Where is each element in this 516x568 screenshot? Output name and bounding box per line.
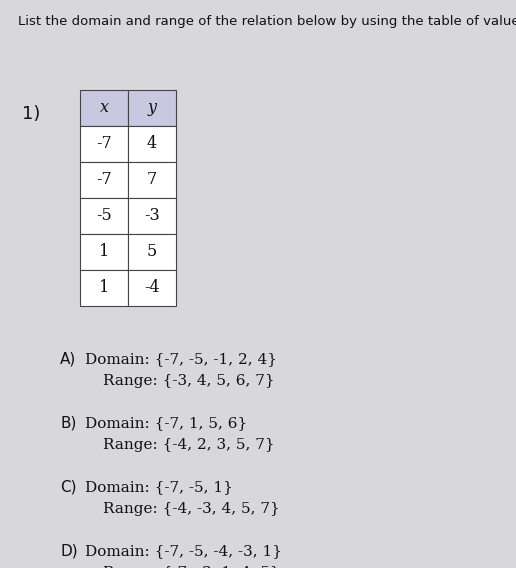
Text: 4: 4 — [147, 136, 157, 152]
Text: Range: {-4, 2, 3, 5, 7}: Range: {-4, 2, 3, 5, 7} — [103, 438, 275, 452]
Text: 7: 7 — [147, 172, 157, 189]
Text: 1: 1 — [99, 244, 109, 261]
Text: 1: 1 — [99, 279, 109, 296]
Text: -3: -3 — [144, 207, 160, 224]
FancyBboxPatch shape — [128, 126, 176, 162]
Text: Domain: {-7, 1, 5, 6}: Domain: {-7, 1, 5, 6} — [85, 416, 247, 430]
FancyBboxPatch shape — [128, 270, 176, 306]
Text: C): C) — [60, 480, 76, 495]
Text: A): A) — [60, 352, 76, 367]
Text: Domain: {-7, -5, 1}: Domain: {-7, -5, 1} — [85, 480, 233, 494]
Text: Domain: {-7, -5, -1, 2, 4}: Domain: {-7, -5, -1, 2, 4} — [85, 352, 277, 366]
Text: y: y — [148, 99, 156, 116]
Text: Range: {-3, 4, 5, 6, 7}: Range: {-3, 4, 5, 6, 7} — [103, 374, 275, 388]
Text: -5: -5 — [96, 207, 112, 224]
Text: Range: {-7, -3, 1, 4, 5}: Range: {-7, -3, 1, 4, 5} — [103, 566, 280, 568]
Text: x: x — [100, 99, 108, 116]
Text: Domain: {-7, -5, -4, -3, 1}: Domain: {-7, -5, -4, -3, 1} — [85, 544, 282, 558]
FancyBboxPatch shape — [128, 234, 176, 270]
Text: B): B) — [60, 416, 76, 431]
FancyBboxPatch shape — [128, 198, 176, 234]
Text: 1): 1) — [22, 105, 40, 123]
FancyBboxPatch shape — [128, 90, 176, 126]
Text: 5: 5 — [147, 244, 157, 261]
Text: -7: -7 — [96, 172, 112, 189]
Text: -7: -7 — [96, 136, 112, 152]
FancyBboxPatch shape — [80, 270, 128, 306]
Text: -4: -4 — [144, 279, 160, 296]
Text: D): D) — [60, 544, 77, 559]
Text: Range: {-4, -3, 4, 5, 7}: Range: {-4, -3, 4, 5, 7} — [103, 502, 280, 516]
FancyBboxPatch shape — [80, 90, 128, 126]
FancyBboxPatch shape — [80, 198, 128, 234]
FancyBboxPatch shape — [80, 126, 128, 162]
FancyBboxPatch shape — [128, 162, 176, 198]
FancyBboxPatch shape — [80, 234, 128, 270]
Text: List the domain and range of the relation below by using the table of values.: List the domain and range of the relatio… — [18, 15, 516, 28]
FancyBboxPatch shape — [80, 162, 128, 198]
